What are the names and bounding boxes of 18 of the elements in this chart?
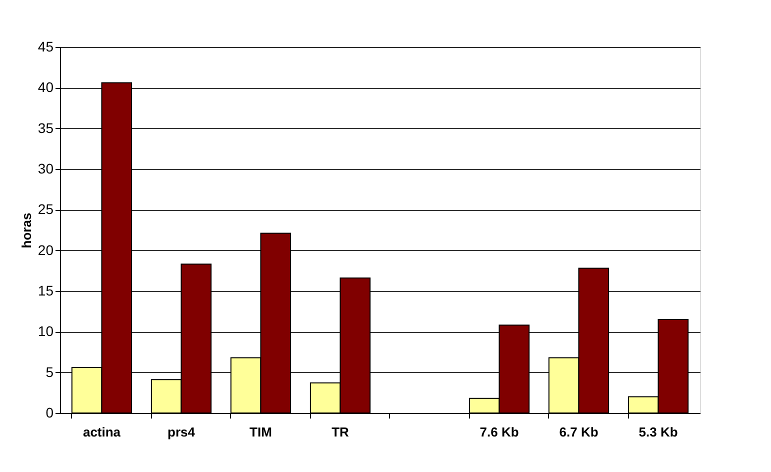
- y-tick-label: 5: [46, 364, 54, 380]
- y-tick-label: 35: [38, 120, 54, 136]
- y-tick-label: 45: [38, 38, 54, 54]
- x-tick-label: actina: [82, 424, 122, 440]
- x-tick-label: TIM: [250, 424, 272, 440]
- x-tick-label: TR: [332, 424, 350, 440]
- x-tick-label: 6.7 Kb: [559, 424, 598, 440]
- y-tick-label: 20: [38, 242, 54, 258]
- x-tick-label: 5.3 Kb: [638, 424, 678, 440]
- y-axis-title: horas: [18, 212, 34, 248]
- y-tick-label: 40: [38, 79, 54, 96]
- y-tick-label: 10: [38, 323, 54, 340]
- y-tick-label: 30: [38, 160, 54, 176]
- x-tick-label: prs4: [168, 424, 196, 440]
- y-tick-label: 0: [46, 404, 54, 420]
- y-tick-label: 15: [38, 282, 54, 298]
- x-tick-label: 7.6 Kb: [480, 424, 519, 440]
- y-tick-label: 25: [38, 201, 54, 218]
